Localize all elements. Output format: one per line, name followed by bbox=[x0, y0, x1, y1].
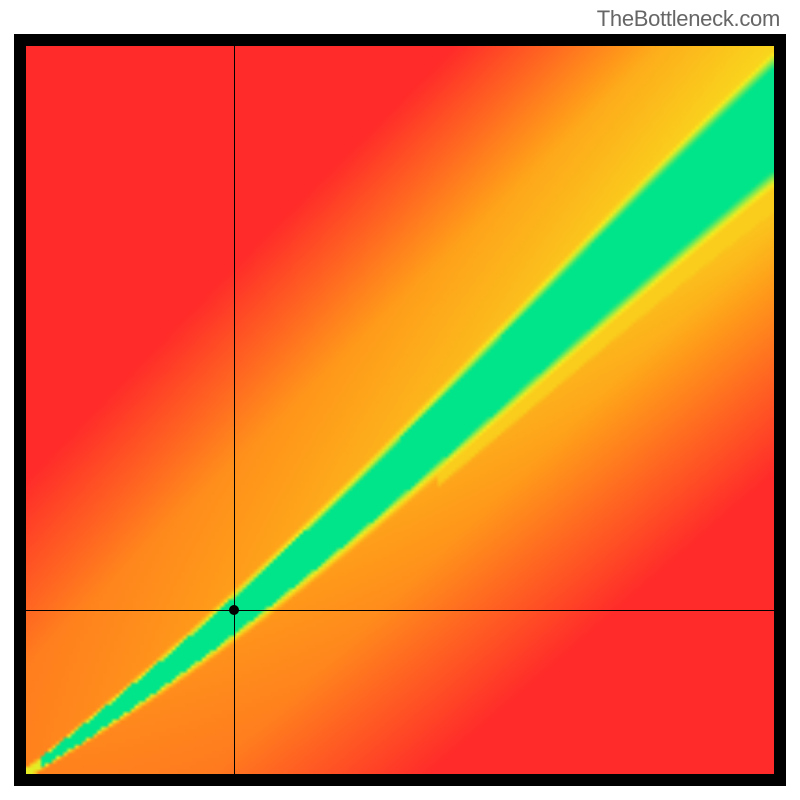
crosshair-horizontal bbox=[26, 610, 774, 611]
heatmap-canvas bbox=[26, 46, 774, 774]
plot-area bbox=[26, 46, 774, 774]
crosshair-vertical bbox=[234, 46, 235, 774]
watermark-text: TheBottleneck.com bbox=[597, 6, 780, 32]
plot-frame bbox=[14, 34, 786, 786]
crosshair-marker bbox=[229, 605, 239, 615]
